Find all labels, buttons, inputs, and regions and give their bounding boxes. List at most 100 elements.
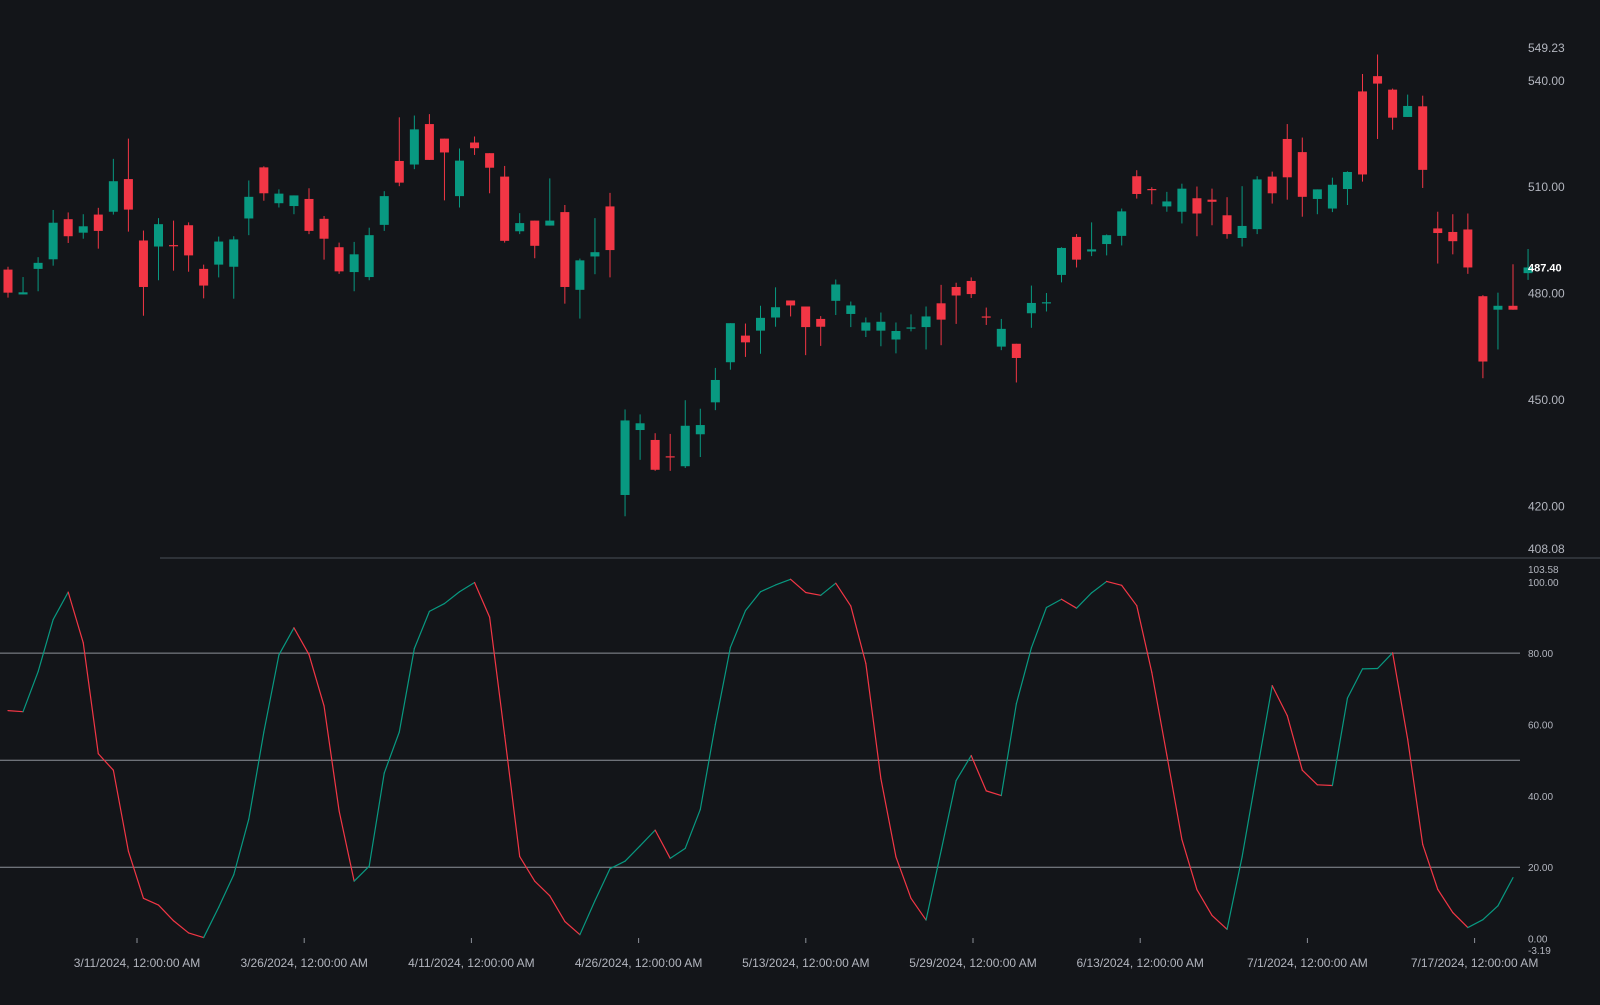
oscillator-line-segment xyxy=(1408,739,1423,844)
candle xyxy=(1373,54,1382,138)
price-tick-label: 420.00 xyxy=(1528,500,1565,514)
candle xyxy=(1208,189,1217,226)
candle-body xyxy=(1132,176,1141,194)
candle-body xyxy=(1117,211,1126,235)
candle xyxy=(575,259,584,319)
candle xyxy=(410,116,419,170)
oscillator-tick-label: 103.58 xyxy=(1528,565,1559,576)
candle xyxy=(545,178,554,225)
oscillator-line-segment xyxy=(520,857,535,882)
candle xyxy=(49,210,58,266)
oscillator-tick-label: 60.00 xyxy=(1528,721,1553,732)
candle-body xyxy=(289,195,298,206)
candle-body xyxy=(1373,76,1382,83)
candle-body xyxy=(380,196,389,225)
candle-body xyxy=(320,219,329,239)
oscillator-line-segment xyxy=(776,579,791,585)
candle xyxy=(1493,293,1502,350)
oscillator-axis[interactable]: 103.58100.0080.0060.0040.0020.000.00-3.1… xyxy=(1528,565,1559,957)
candle xyxy=(1147,187,1156,204)
oscillator-tick-label: 100.00 xyxy=(1528,578,1559,589)
candle-body xyxy=(154,224,163,246)
candle-body xyxy=(651,440,660,470)
oscillator-line-segment xyxy=(429,604,444,612)
time-tick-label: 4/11/2024, 12:00:00 AM xyxy=(408,956,535,970)
candle-body xyxy=(1147,189,1156,190)
oscillator-line-segment xyxy=(83,643,98,754)
oscillator-line-segment xyxy=(1212,915,1227,929)
oscillator-line-segment xyxy=(655,830,670,858)
oscillator-line-segment xyxy=(1468,920,1483,928)
oscillator-line-segment xyxy=(640,830,655,846)
candle-body xyxy=(350,254,359,272)
oscillator-line-segment xyxy=(399,649,414,733)
oscillator-line-segment xyxy=(264,655,279,732)
oscillator-line-segment xyxy=(550,896,565,922)
oscillator-line-segment xyxy=(444,592,459,604)
candle-body xyxy=(109,181,118,212)
candle-body xyxy=(726,323,735,362)
candle-body xyxy=(124,179,133,210)
oscillator-tick-label: 0.00 xyxy=(1528,935,1548,946)
oscillator-line-segment xyxy=(670,848,685,858)
oscillator-line-segment xyxy=(475,582,490,617)
price-axis[interactable]: 549.23540.00510.00480.00450.00420.00408.… xyxy=(1528,41,1565,556)
candle-body xyxy=(530,221,539,246)
candle xyxy=(651,433,660,471)
time-tick-label: 3/26/2024, 12:00:00 AM xyxy=(240,956,367,970)
oscillator-line-segment xyxy=(1393,653,1408,739)
candle xyxy=(425,114,434,160)
candle xyxy=(109,159,118,215)
candle xyxy=(1102,234,1111,255)
candle xyxy=(485,153,494,193)
oscillator-line-segment xyxy=(911,898,926,920)
candle xyxy=(214,237,223,278)
candle-body xyxy=(711,380,720,402)
candle-body xyxy=(1072,237,1081,260)
candle-body xyxy=(1358,91,1367,174)
candle xyxy=(1177,184,1186,224)
oscillator-line-segment xyxy=(8,711,23,712)
candle xyxy=(1433,212,1442,264)
time-tick-label: 4/26/2024, 12:00:00 AM xyxy=(575,956,702,970)
oscillator-line-segment xyxy=(971,756,986,791)
candle-body xyxy=(1298,152,1307,197)
candle xyxy=(907,314,916,331)
candle-body xyxy=(455,161,464,196)
candle-body xyxy=(1478,296,1487,361)
oscillator-line-segment xyxy=(1077,593,1092,608)
candle-body xyxy=(756,318,765,331)
candle-body xyxy=(891,331,900,340)
candle xyxy=(289,195,298,214)
candle-body xyxy=(1313,189,1322,199)
candle xyxy=(1403,95,1412,117)
candle-body xyxy=(229,239,238,266)
candle-body xyxy=(952,287,961,296)
candle xyxy=(1162,192,1171,212)
oscillator-line-segment xyxy=(309,655,324,706)
candle-body xyxy=(1087,249,1096,251)
oscillator-line-segment xyxy=(294,628,309,655)
oscillator-tick-label: 20.00 xyxy=(1528,863,1553,874)
oscillator-line-segment xyxy=(941,781,956,851)
oscillator-line-segment xyxy=(505,736,520,857)
candle xyxy=(1463,214,1472,274)
candle-body xyxy=(1418,106,1427,170)
oscillator-line-segment xyxy=(1001,704,1016,796)
oscillator-line-segment xyxy=(1046,599,1061,607)
candle-body xyxy=(1343,172,1352,189)
candle xyxy=(636,414,645,459)
oscillator-line-segment xyxy=(730,611,745,648)
oscillator-line-segment xyxy=(1257,686,1272,771)
oscillator-line-segment xyxy=(369,773,384,866)
candle-body xyxy=(1057,248,1066,275)
oscillator-line-segment xyxy=(414,611,429,648)
candle xyxy=(274,189,283,207)
candle-body xyxy=(621,420,630,495)
candle xyxy=(305,188,314,234)
candle xyxy=(259,166,268,200)
candle xyxy=(1117,209,1126,246)
